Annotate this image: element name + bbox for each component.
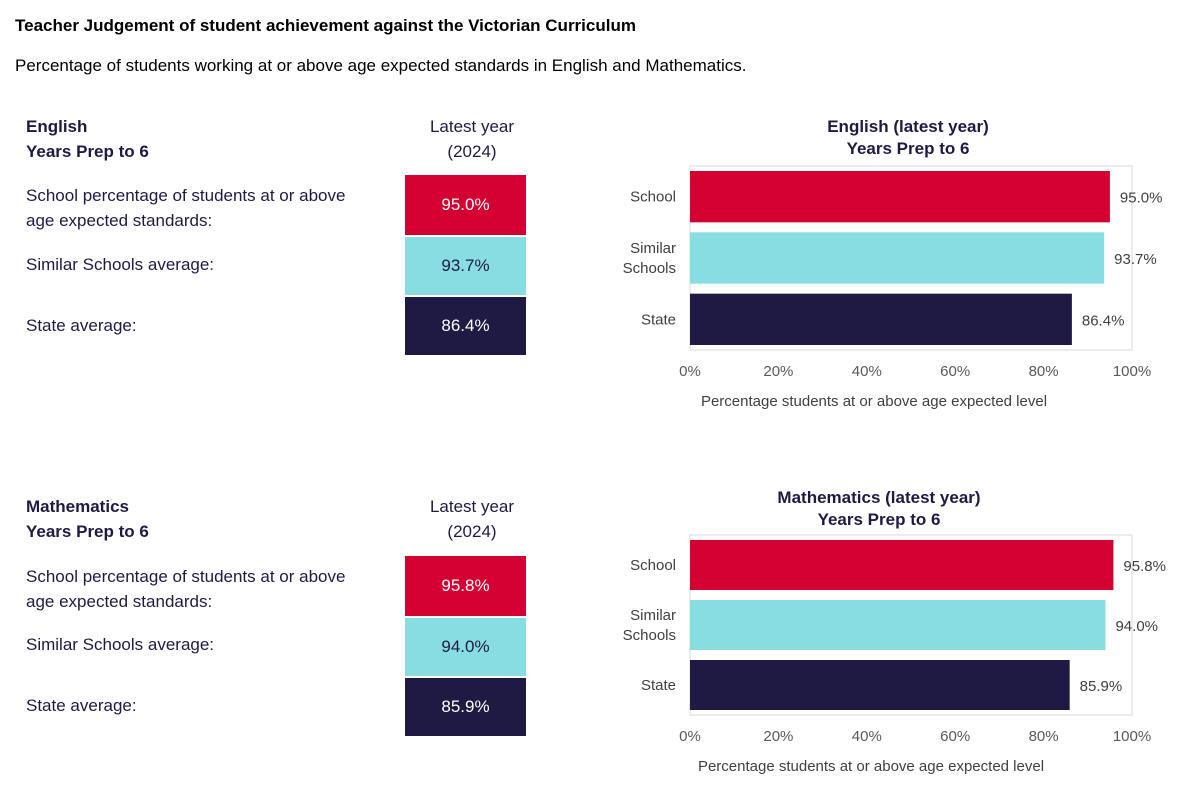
- english-x-tick-label-2: 40%: [852, 363, 882, 380]
- english-column-header-line2: (2024): [447, 142, 497, 161]
- english-value-label-school: 95.0%: [1120, 190, 1163, 207]
- maths-x-tick-label-2: 40%: [852, 728, 882, 745]
- english-chart-title-line2: Years Prep to 6: [847, 139, 970, 158]
- maths-value-label-school: 95.8%: [1123, 558, 1166, 575]
- maths-x-tick-label-3: 60%: [940, 728, 970, 745]
- english-x-tick-label-1: 20%: [763, 363, 793, 380]
- maths-value-label-state: 85.9%: [1080, 678, 1123, 695]
- maths-heading-years: Years Prep to 6: [26, 522, 149, 541]
- maths-heading-subject: Mathematics: [26, 497, 129, 516]
- maths-state-label: State average:: [26, 696, 137, 715]
- english-x-tick-label-5: 100%: [1113, 363, 1151, 380]
- maths-x-axis-label: Percentage students at or above age expe…: [698, 758, 1044, 775]
- english-heading-years: Years Prep to 6: [26, 142, 149, 161]
- english-school-label: School percentage of students at or abov…: [26, 183, 401, 233]
- english-similar-label: Similar Schools average:: [26, 255, 215, 274]
- english-bar-state: [690, 293, 1072, 345]
- maths-bar-school: [690, 540, 1114, 590]
- english-bar-chart: English (latest year) Years Prep to 6 95.0…: [623, 117, 1163, 410]
- maths-school-value: 95.8%: [405, 556, 526, 616]
- english-x-tick-label-4: 80%: [1029, 363, 1059, 380]
- english-x-tick-label-3: 60%: [940, 363, 970, 380]
- maths-chart-title-line2: Years Prep to 6: [818, 510, 941, 529]
- english-column-header-line1: Latest year: [429, 117, 515, 136]
- maths-column-header-line2: (2024): [447, 522, 497, 541]
- maths-school-label: School percentage of students at or abov…: [26, 564, 401, 614]
- maths-x-tick-label-5: 100%: [1113, 728, 1151, 745]
- maths-state-value: 85.9%: [405, 678, 526, 736]
- english-heading: English Years Prep to 6: [26, 114, 149, 164]
- english-value-label-state: 86.4%: [1082, 312, 1125, 329]
- english-state-label: State average:: [26, 316, 137, 335]
- english-category-label-similar-line1: Similar: [630, 240, 676, 257]
- english-bar-school: [690, 171, 1110, 223]
- maths-similar-value: 94.0%: [405, 618, 526, 676]
- english-school-label-line1: School percentage of students at or abov…: [26, 186, 346, 205]
- maths-value-label-similar: 94.0%: [1115, 618, 1158, 635]
- page-subtitle: Percentage of students working at or abo…: [15, 56, 747, 75]
- maths-category-label-school: School: [630, 557, 676, 574]
- english-column-header: Latest year (2024): [397, 114, 547, 164]
- english-school-label-line2: age expected standards:: [26, 211, 213, 230]
- maths-category-label-similar-line2: Schools: [623, 627, 676, 644]
- page-title: Teacher Judgement of student achievement…: [15, 16, 636, 35]
- maths-heading: Mathematics Years Prep to 6: [26, 494, 149, 544]
- english-bar-similar: [690, 232, 1105, 284]
- maths-similar-label: Similar Schools average:: [26, 635, 215, 654]
- maths-category-label-similar-line1: Similar: [630, 607, 676, 624]
- english-value-label-similar: 93.7%: [1114, 251, 1157, 268]
- english-x-axis-label: Percentage students at or above age expe…: [701, 393, 1047, 410]
- english-heading-subject: English: [26, 117, 88, 136]
- maths-bar-state: [690, 660, 1070, 710]
- english-category-label-state: State: [641, 311, 676, 328]
- maths-column-header: Latest year (2024): [397, 494, 547, 544]
- maths-chart-title-line1: Mathematics (latest year): [777, 488, 980, 507]
- maths-x-tick-label-0: 0%: [679, 728, 701, 745]
- english-state-value: 86.4%: [405, 297, 526, 355]
- maths-x-tick-label-1: 20%: [763, 728, 793, 745]
- maths-column-header-line1: Latest year: [429, 497, 515, 516]
- maths-category-label-state: State: [641, 677, 676, 694]
- maths-bar-chart: Mathematics (latest year) Years Prep to 6…: [623, 488, 1166, 775]
- maths-school-label-line2: age expected standards:: [26, 592, 213, 611]
- english-similar-value: 93.7%: [405, 237, 526, 295]
- english-category-label-similar-line2: Schools: [623, 260, 676, 277]
- maths-bar-similar: [690, 600, 1106, 650]
- english-chart-title-line1: English (latest year): [827, 117, 989, 136]
- english-x-tick-label-0: 0%: [679, 363, 701, 380]
- english-category-label-school: School: [630, 189, 676, 206]
- maths-school-label-line1: School percentage of students at or abov…: [26, 567, 346, 586]
- maths-x-tick-label-4: 80%: [1029, 728, 1059, 745]
- english-school-value: 95.0%: [405, 175, 526, 235]
